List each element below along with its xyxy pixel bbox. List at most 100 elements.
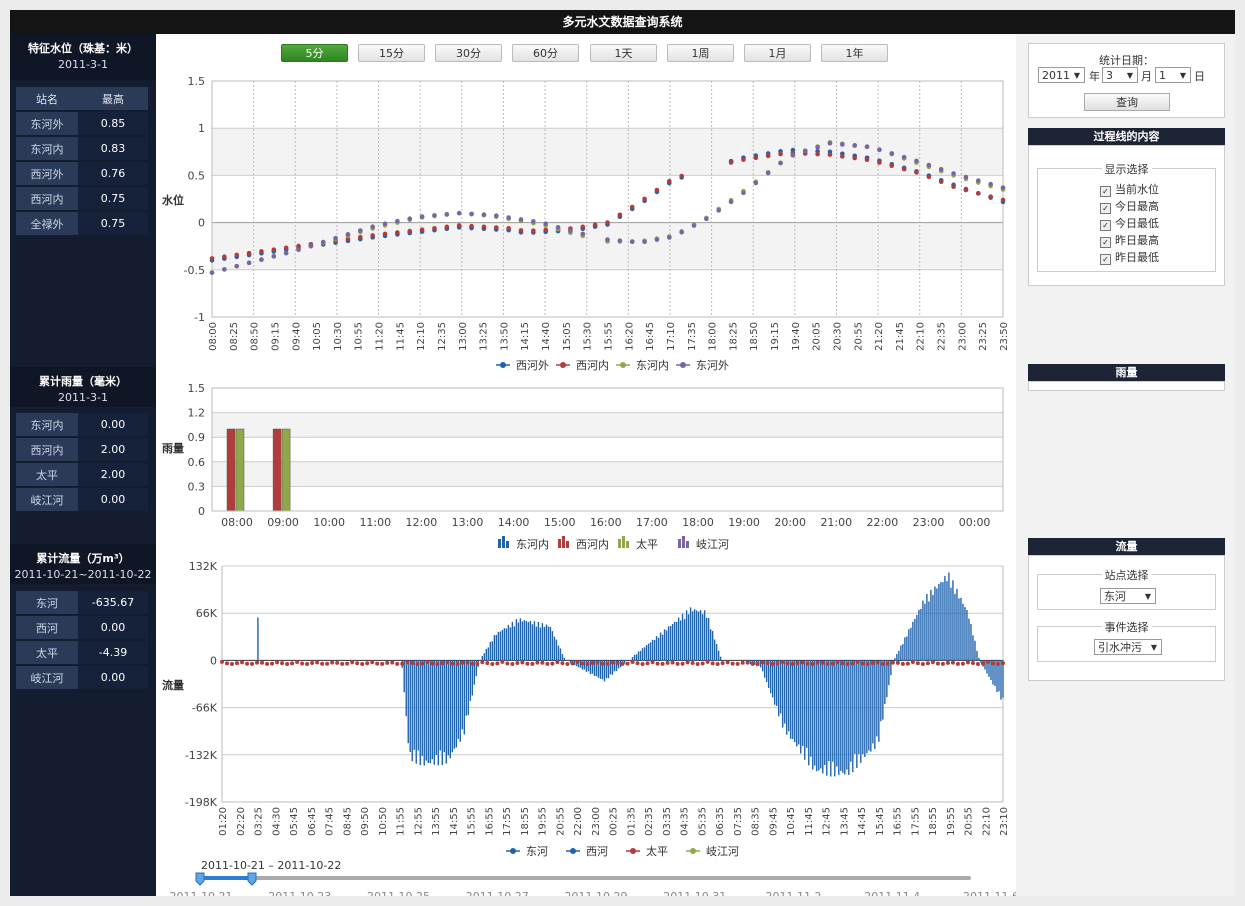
data-point bbox=[704, 216, 709, 222]
data-point bbox=[715, 661, 720, 666]
checkmark-icon: ✓ bbox=[1100, 254, 1111, 265]
data-point bbox=[455, 661, 460, 666]
legend-label: 太平 bbox=[646, 845, 668, 858]
data-point bbox=[615, 660, 620, 665]
x-tick-label: 21:00 bbox=[820, 516, 852, 529]
data-point bbox=[951, 184, 956, 190]
legend-label: 西河内 bbox=[576, 358, 609, 372]
data-point bbox=[505, 661, 510, 666]
station-select[interactable]: 东河 ▼ bbox=[1100, 588, 1156, 604]
data-point bbox=[679, 229, 684, 235]
data-point bbox=[520, 660, 525, 665]
table-row[interactable]: 东河内 0.83 bbox=[16, 137, 148, 160]
month-select[interactable]: 3 ▼ bbox=[1102, 67, 1138, 83]
x-tick-label: 10:55 bbox=[354, 322, 365, 351]
year-select[interactable]: 2011 ▼ bbox=[1038, 67, 1085, 83]
data-point bbox=[695, 661, 700, 666]
chevron-down-icon: ▼ bbox=[1179, 71, 1186, 80]
data-point bbox=[802, 148, 808, 154]
data-point bbox=[550, 661, 555, 666]
x-tick-label: 07:45 bbox=[325, 807, 336, 836]
period-1month-button[interactable]: 1月 bbox=[744, 44, 811, 62]
station-name: 岐江河 bbox=[16, 666, 78, 689]
data-point bbox=[955, 661, 960, 666]
range-date-label: 2011.10.25 bbox=[367, 890, 430, 896]
data-point bbox=[518, 217, 524, 222]
data-point bbox=[800, 660, 805, 665]
check-current-level[interactable]: ✓ 当前水位 bbox=[1100, 183, 1159, 197]
data-point bbox=[925, 661, 930, 666]
check-yesterday-max[interactable]: ✓ 昨日最高 bbox=[1100, 234, 1159, 248]
data-point bbox=[690, 660, 695, 665]
legend-marker bbox=[510, 848, 516, 854]
data-point bbox=[592, 222, 598, 228]
day-select[interactable]: 1 ▼ bbox=[1155, 67, 1191, 83]
station-value: 0.00 bbox=[78, 488, 148, 511]
x-tick-label: 05:35 bbox=[697, 807, 708, 836]
period-5min-button[interactable]: 5分 bbox=[281, 44, 348, 62]
period-60min-button[interactable]: 60分 bbox=[512, 44, 579, 62]
legend-bar-icon bbox=[682, 536, 685, 548]
data-point bbox=[700, 661, 705, 666]
station-value: 0.75 bbox=[78, 187, 148, 210]
table-row[interactable]: 东河 -635.67 bbox=[16, 591, 148, 614]
data-point bbox=[914, 170, 919, 175]
x-tick-label: 02:35 bbox=[644, 807, 655, 836]
x-tick-label: 07:35 bbox=[733, 807, 744, 836]
data-point bbox=[963, 187, 969, 193]
period-30min-button[interactable]: 30分 bbox=[435, 44, 502, 62]
rainfall-date: 2011-3-1 bbox=[58, 391, 108, 404]
table-row[interactable]: 太平 -4.39 bbox=[16, 641, 148, 664]
period-1year-button[interactable]: 1年 bbox=[821, 44, 888, 62]
plot-band bbox=[212, 222, 1003, 270]
data-point bbox=[600, 661, 605, 666]
table-header-row: 站名 最高 bbox=[16, 87, 148, 110]
station-name: 东河 bbox=[16, 591, 78, 614]
table-row[interactable]: 太平 2.00 bbox=[16, 463, 148, 486]
data-point bbox=[325, 661, 330, 666]
x-tick-label: 17:35 bbox=[687, 322, 698, 351]
table-row[interactable]: 岐江河 0.00 bbox=[16, 666, 148, 689]
period-15min-button[interactable]: 15分 bbox=[358, 44, 425, 62]
data-point bbox=[655, 661, 660, 666]
data-point bbox=[540, 660, 545, 665]
x-tick-label: 11:00 bbox=[359, 516, 391, 529]
station-value: 2.00 bbox=[78, 463, 148, 486]
table-row[interactable]: 西河外 0.76 bbox=[16, 162, 148, 185]
data-point bbox=[456, 210, 462, 216]
table-row[interactable]: 西河内 0.75 bbox=[16, 187, 148, 210]
table-row[interactable]: 全禄外 0.75 bbox=[16, 212, 148, 235]
query-button[interactable]: 查询 bbox=[1084, 93, 1170, 111]
period-1week-button[interactable]: 1周 bbox=[667, 44, 734, 62]
data-point bbox=[760, 660, 765, 665]
x-tick-label: 21:45 bbox=[895, 322, 906, 351]
table-row[interactable]: 东河内 0.00 bbox=[16, 413, 148, 436]
data-point bbox=[296, 247, 301, 252]
station-value: -4.39 bbox=[78, 641, 148, 664]
table-row[interactable]: 岐江河 0.00 bbox=[16, 488, 148, 511]
legend-label: 西河 bbox=[586, 845, 608, 858]
data-point bbox=[820, 660, 825, 665]
x-tick-label: 18:50 bbox=[749, 322, 760, 351]
col-station-name: 站名 bbox=[16, 87, 78, 110]
table-row[interactable]: 西河 0.00 bbox=[16, 616, 148, 639]
period-1day-button[interactable]: 1天 bbox=[590, 44, 657, 62]
check-yesterday-min[interactable]: ✓ 昨日最低 bbox=[1100, 251, 1159, 265]
data-point bbox=[705, 659, 710, 664]
day-unit: 日 bbox=[1194, 70, 1205, 83]
data-point bbox=[765, 170, 771, 176]
x-tick-label: 16:45 bbox=[645, 322, 656, 351]
table-row[interactable]: 东河外 0.85 bbox=[16, 112, 148, 135]
data-point bbox=[735, 661, 740, 666]
data-point bbox=[680, 661, 685, 666]
data-point bbox=[938, 166, 944, 172]
x-tick-label: 18:55 bbox=[928, 807, 939, 836]
plot-band bbox=[212, 461, 1003, 487]
event-select[interactable]: 引水冲污 ▼ bbox=[1094, 639, 1162, 655]
data-point bbox=[640, 661, 645, 666]
data-point bbox=[555, 225, 561, 230]
x-tick-label: 23:00 bbox=[913, 516, 945, 529]
check-today-max[interactable]: ✓ 今日最高 bbox=[1100, 200, 1159, 214]
check-today-min[interactable]: ✓ 今日最低 bbox=[1100, 217, 1159, 231]
table-row[interactable]: 西河内 2.00 bbox=[16, 438, 148, 461]
